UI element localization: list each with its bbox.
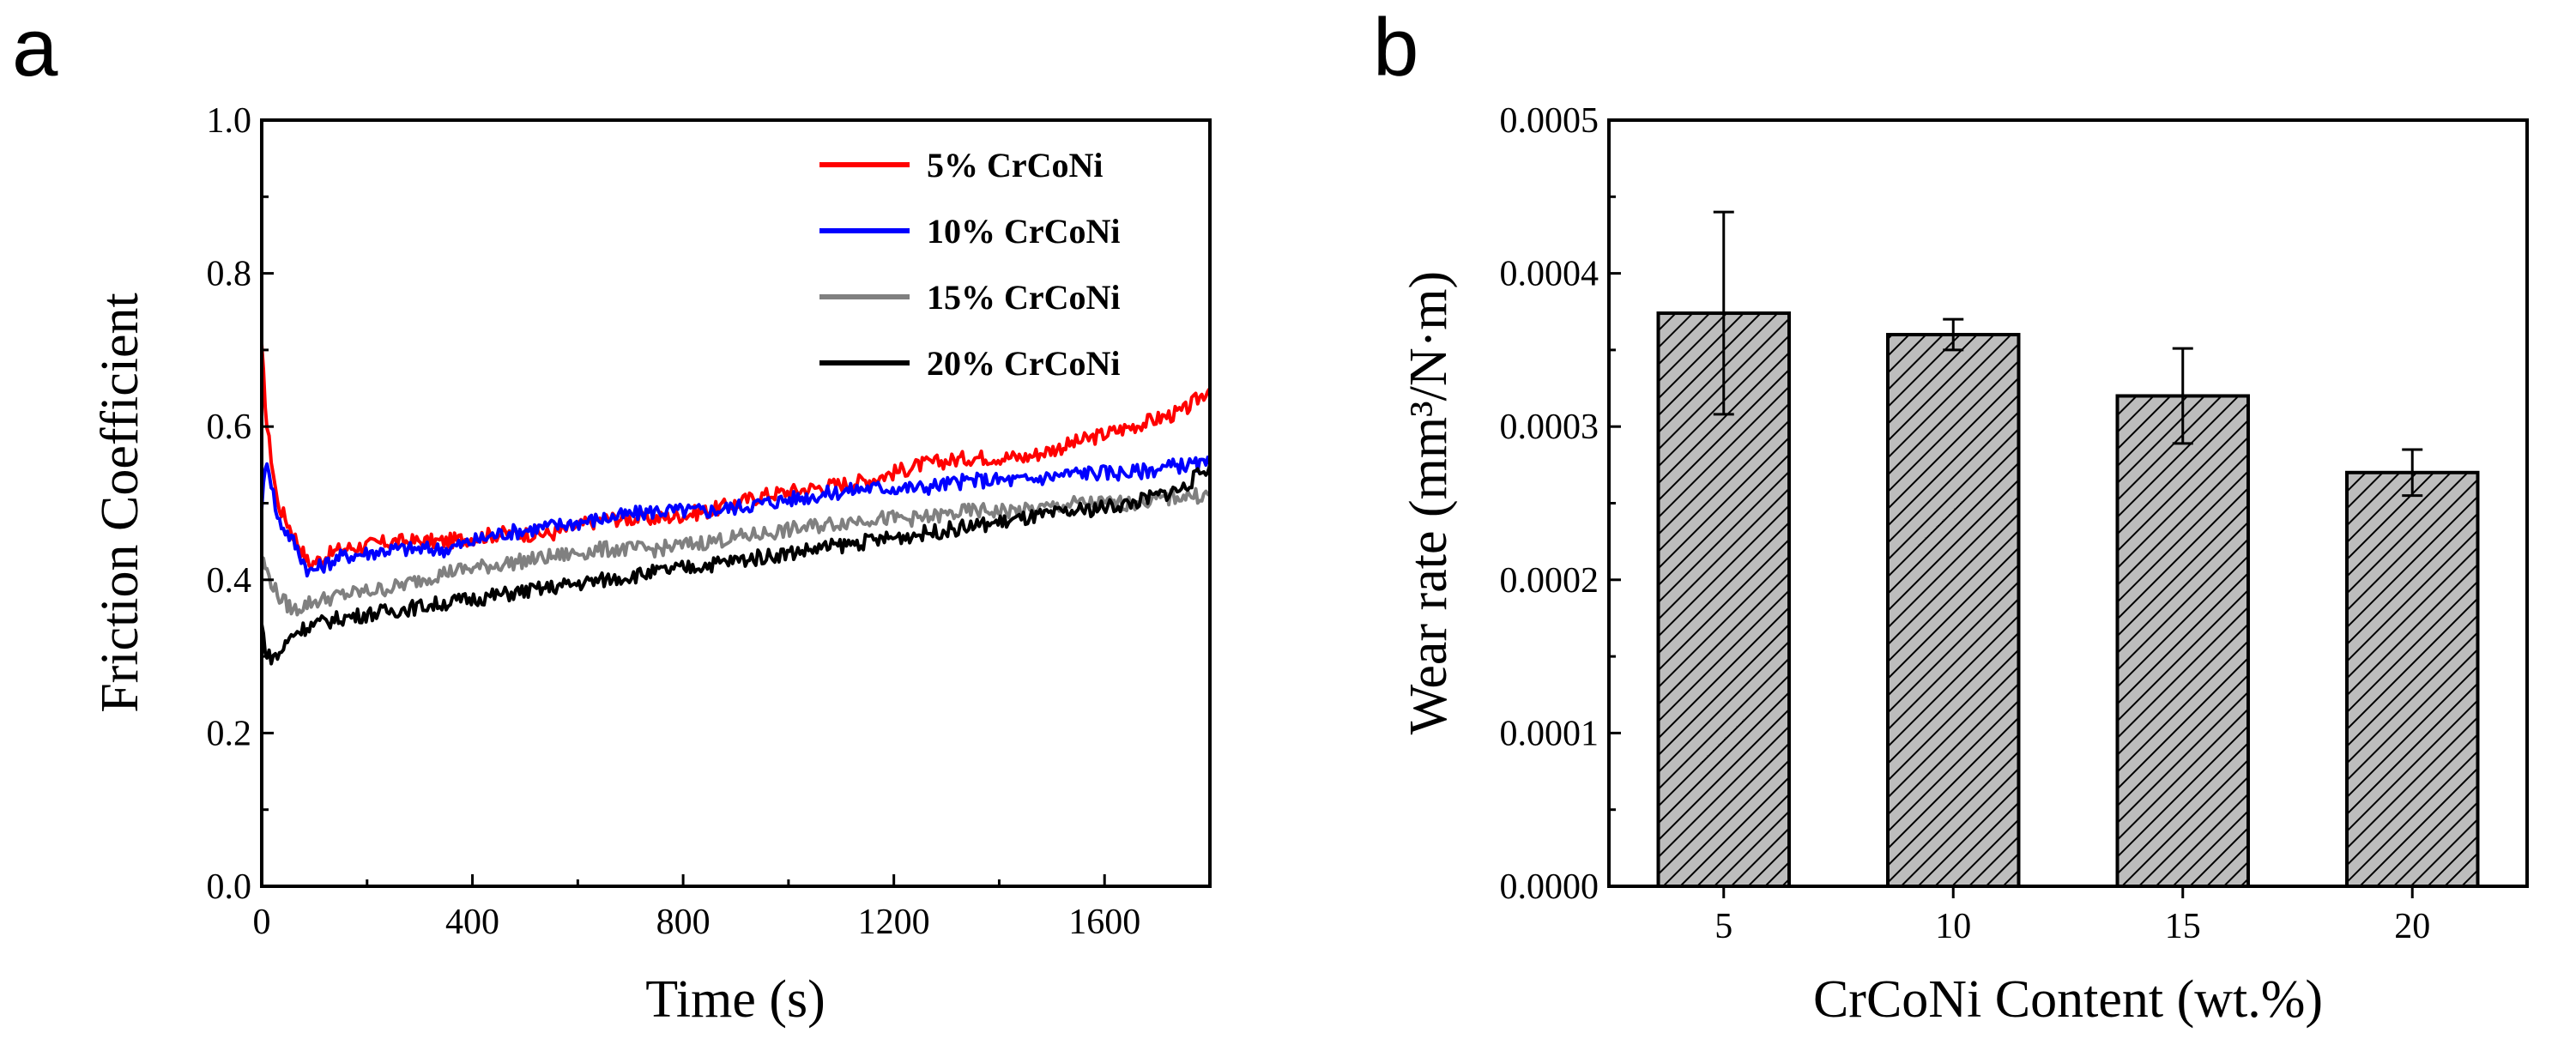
wear-y-tick-label: 0.0004 [1500, 255, 1599, 294]
friction-y-tick-label: 0.0 [207, 867, 252, 907]
wear-y-axis-title: Wear rate (mm³/N·m) [1400, 271, 1458, 734]
wear-bar [2345, 470, 2480, 889]
friction-series-line [260, 464, 1212, 666]
wear-x-tick-label: 5 [1714, 907, 1732, 946]
wear-y-tick-label: 0.0003 [1500, 408, 1599, 447]
friction-x-tick-label: 800 [656, 903, 711, 942]
friction-x-tick-label: 0 [253, 903, 271, 942]
panel-letter-a: a [12, 2, 58, 94]
friction-y-axis-title: Friction Coefficient [91, 293, 149, 713]
friction-y-tick-label: 0.8 [207, 255, 252, 294]
friction-series-lines [260, 343, 1212, 666]
wear-rate-bars [1656, 210, 2480, 889]
friction-x-tick-label: 1200 [858, 903, 930, 942]
wear-x-tick-label: 15 [2165, 907, 2201, 946]
friction-y-tick-label: 0.6 [207, 408, 252, 447]
friction-legend: 5% CrCoNi 10% CrCoNi 15% CrCoNi 20% CrCoNi [819, 146, 1121, 383]
wear-y-tick-label: 0.0000 [1500, 867, 1599, 907]
friction-x-tick-label: 400 [445, 903, 499, 942]
friction-y-tick-label: 0.4 [207, 561, 252, 601]
friction-chart: a 0 400 800 1200 1600 0.0 0.2 0.4 0.6 0.8 1.0 Time… [12, 2, 1212, 1029]
panel-letter-b: b [1373, 2, 1418, 94]
legend-label: 15% CrCoNi [927, 278, 1121, 317]
wear-bar [2115, 394, 2250, 889]
wear-x-tick-label: 10 [1935, 907, 1971, 946]
wear-rate-chart: b 0.0000 0.0001 0.0002 0.0003 0.0004 0.0005 5 1… [1373, 2, 2529, 1029]
friction-series-line [260, 343, 1212, 571]
wear-y-tick-label: 0.0001 [1500, 714, 1599, 753]
wear-tick-labels: 0.0000 0.0001 0.0002 0.0003 0.0004 0.0005 5 10 1… [1500, 101, 2431, 946]
friction-y-tick-label: 1.0 [207, 101, 252, 141]
wear-x-axis-title: CrCoNi Content (wt.%) [1813, 970, 2323, 1029]
friction-x-tick-label: 1600 [1068, 903, 1140, 942]
wear-bar [1886, 333, 2021, 889]
wear-x-tick-label: 20 [2394, 907, 2430, 946]
friction-x-axis-title: Time (s) [645, 970, 825, 1029]
friction-series-line [260, 455, 1212, 578]
friction-series-line [261, 486, 1212, 617]
legend-label: 20% CrCoNi [927, 344, 1121, 383]
wear-y-tick-label: 0.0005 [1500, 101, 1599, 141]
friction-y-tick-label: 0.2 [207, 714, 252, 753]
legend-label: 5% CrCoNi [927, 146, 1104, 184]
friction-tick-labels: 0 400 800 1200 1600 0.0 0.2 0.4 0.6 0.8 1.0 [207, 101, 1141, 942]
wear-y-tick-label: 0.0002 [1500, 561, 1599, 601]
legend-label: 10% CrCoNi [927, 212, 1121, 251]
